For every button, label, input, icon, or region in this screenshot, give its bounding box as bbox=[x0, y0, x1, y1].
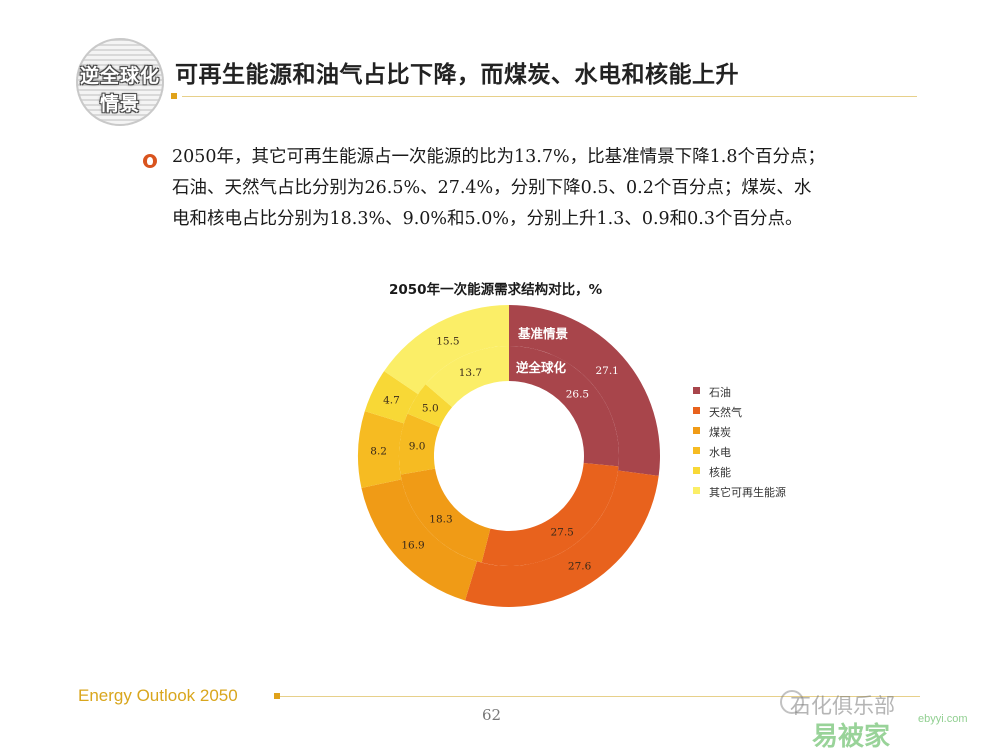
watermark-url: ebyyi.com bbox=[918, 713, 968, 725]
donut-slice-outer-5 bbox=[384, 305, 509, 395]
watermark-logo-text: 易被家 bbox=[812, 722, 891, 752]
series-label: 逆全球化 bbox=[516, 360, 567, 375]
donut-slice-outer-3 bbox=[358, 411, 404, 489]
bullet-text: 2050年，其它可再生能源占一次能源的比为13.7%，比基准情景下降1.8个百分… bbox=[172, 142, 932, 235]
donut-slice-outer-4 bbox=[364, 371, 419, 424]
donut-slice-inner-2 bbox=[400, 468, 491, 563]
watermark-text: 石化俱乐部 bbox=[790, 694, 895, 718]
donut-slice-inner-0 bbox=[509, 346, 619, 467]
badge-line2: 情景 bbox=[99, 93, 140, 115]
legend-label: 石油 bbox=[709, 386, 731, 399]
legend-label: 煤炭 bbox=[709, 426, 731, 439]
bullet-flame-icon bbox=[143, 154, 157, 168]
page-number: 62 bbox=[482, 706, 502, 724]
data-label: 26.5 bbox=[566, 389, 589, 401]
chart-title: 2050年一次能源需求结构对比，% bbox=[389, 282, 603, 298]
title-marker bbox=[171, 93, 177, 99]
data-label: 4.7 bbox=[383, 394, 400, 406]
bullet-line: 电和核电占比分别为18.3%、9.0%和5.0%，分别上升1.3、0.9和0.3… bbox=[172, 209, 803, 229]
legend-swatch bbox=[693, 387, 700, 394]
legend-swatch bbox=[693, 447, 700, 454]
wechat-icon bbox=[780, 690, 804, 714]
footer-rule bbox=[280, 696, 920, 697]
footer-brand: Energy Outlook 2050 bbox=[78, 686, 238, 705]
data-label: 13.7 bbox=[459, 367, 482, 379]
bullet-line: 2050年，其它可再生能源占一次能源的比为13.7%，比基准情景下降1.8个百分… bbox=[172, 147, 825, 167]
legend-swatch bbox=[693, 427, 700, 434]
scenario-badge: 逆全球化 情景 bbox=[76, 38, 164, 126]
legend-label: 其它可再生能源 bbox=[709, 486, 786, 499]
donut-slice-inner-4 bbox=[407, 384, 453, 428]
legend-swatch bbox=[693, 407, 700, 414]
legend-label: 水电 bbox=[709, 446, 731, 459]
title-rule bbox=[182, 96, 917, 97]
data-label: 27.6 bbox=[568, 561, 592, 573]
data-label: 18.3 bbox=[429, 514, 452, 526]
legend-swatch bbox=[693, 487, 700, 494]
donut-slice-outer-2 bbox=[361, 479, 477, 601]
donut-slice-outer-1 bbox=[465, 470, 659, 607]
data-label: 27.5 bbox=[550, 527, 573, 539]
data-label: 8.2 bbox=[370, 445, 387, 457]
page-title: 可再生能源和油气占比下降，而煤炭、水电和核能上升 bbox=[175, 62, 739, 88]
legend-swatch bbox=[693, 467, 700, 474]
legend-label: 核能 bbox=[709, 466, 731, 479]
data-label: 16.9 bbox=[401, 539, 424, 551]
donut-slice-outer-0 bbox=[509, 305, 660, 476]
donut-slice-inner-1 bbox=[481, 463, 619, 566]
badge-line1: 逆全球化 bbox=[79, 65, 160, 87]
series-label: 基准情景 bbox=[517, 326, 569, 341]
legend-label: 天然气 bbox=[709, 406, 742, 419]
data-label: 15.5 bbox=[436, 336, 459, 348]
data-label: 27.1 bbox=[595, 365, 618, 377]
data-label: 9.0 bbox=[409, 441, 426, 453]
donut-slice-inner-5 bbox=[425, 346, 509, 408]
bullet-line: 石油、天然气占比分别为26.5%、27.4%，分别下降0.5、0.2个百分点；煤… bbox=[172, 178, 812, 198]
footer-marker bbox=[274, 693, 280, 699]
donut-slice-inner-3 bbox=[399, 413, 440, 475]
data-label: 5.0 bbox=[422, 402, 439, 414]
